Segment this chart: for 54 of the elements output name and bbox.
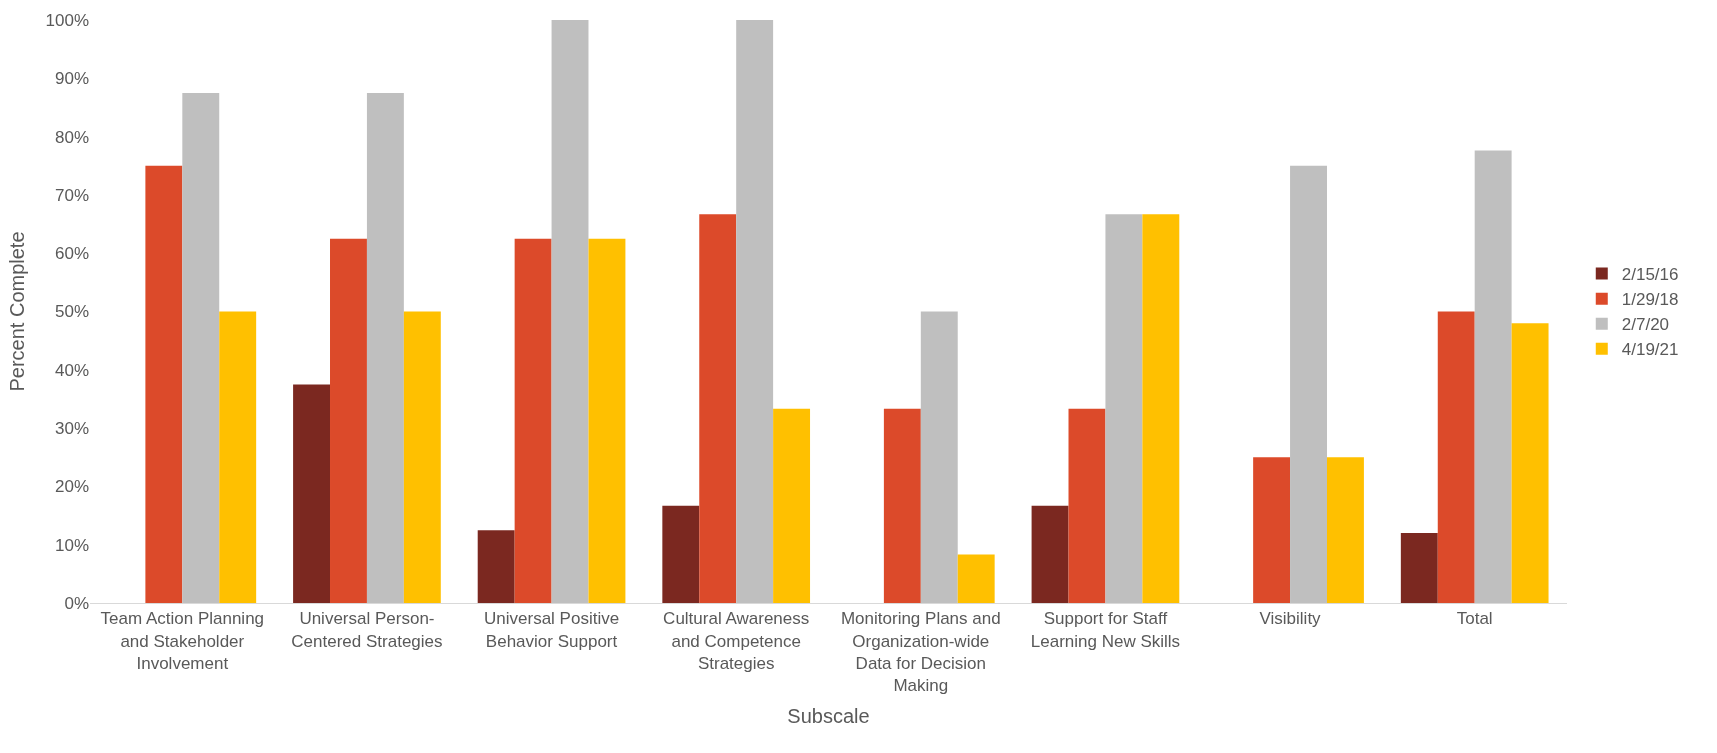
y-tick-label: 80%: [54, 127, 89, 147]
y-tick-label: 20%: [54, 477, 89, 497]
bar: [1031, 505, 1069, 603]
bar: [773, 408, 811, 603]
y-tick-label: 50%: [54, 302, 89, 322]
x-tick-label: Visibility: [1259, 609, 1322, 629]
x-tick-label: Universal Person-Centered Strategies: [291, 609, 443, 651]
y-tick-label: 90%: [54, 69, 89, 89]
y-tick-label: 70%: [54, 185, 89, 205]
legend-label: 1/29/18: [1621, 290, 1679, 310]
x-tick-label: Support for Staff Learning New Skills: [1030, 609, 1181, 651]
bar: [477, 530, 515, 603]
x-tick-label: Universal Positive Behavior Support: [484, 609, 620, 651]
bar: [883, 408, 921, 603]
y-tick-label: 60%: [54, 244, 89, 264]
y-tick-label: 100%: [45, 10, 89, 30]
y-tick-label: 10%: [54, 535, 89, 555]
x-tick-label: Total: [1456, 609, 1493, 629]
bar: [182, 92, 220, 603]
y-axis-title: Percent Complete: [6, 231, 29, 392]
legend-label: 2/7/20: [1621, 315, 1670, 335]
legend-label: 4/19/21: [1621, 340, 1679, 360]
bar: [219, 311, 257, 603]
bar: [1437, 311, 1475, 603]
bar: [588, 238, 626, 603]
bar: [514, 238, 552, 603]
bar: [1253, 457, 1291, 603]
bar: [145, 165, 183, 603]
y-tick-label: 30%: [54, 419, 89, 439]
bar: [330, 238, 367, 603]
bar: [736, 20, 774, 603]
bar: [551, 20, 589, 603]
bar: [1400, 533, 1438, 603]
y-tick-label: 40%: [54, 360, 89, 380]
legend-label: 2/15/16: [1621, 265, 1679, 285]
bar: [293, 384, 331, 603]
bar: [1474, 150, 1512, 603]
bar: [1068, 408, 1106, 603]
x-tick-label: Cultural Awareness and Competence Strategies: [663, 609, 810, 673]
x-axis-title: Subscale: [787, 705, 870, 728]
x-tick-label: Team Action Planning and Stakeholder Involvement: [100, 609, 265, 673]
bar: [662, 505, 700, 603]
bar: [1326, 457, 1364, 603]
y-tick-label: 0%: [64, 593, 89, 613]
x-tick-label: Monitoring Plans and Organization-wide Data for Decision Making: [840, 609, 1001, 695]
bar: [920, 311, 958, 603]
bar: [1290, 165, 1327, 603]
bar: [1105, 214, 1143, 603]
bar: [403, 311, 441, 603]
bar: [957, 554, 995, 603]
bar: [366, 92, 404, 603]
bar: [1142, 214, 1180, 603]
bar: [1511, 323, 1549, 603]
bar: [699, 214, 737, 603]
